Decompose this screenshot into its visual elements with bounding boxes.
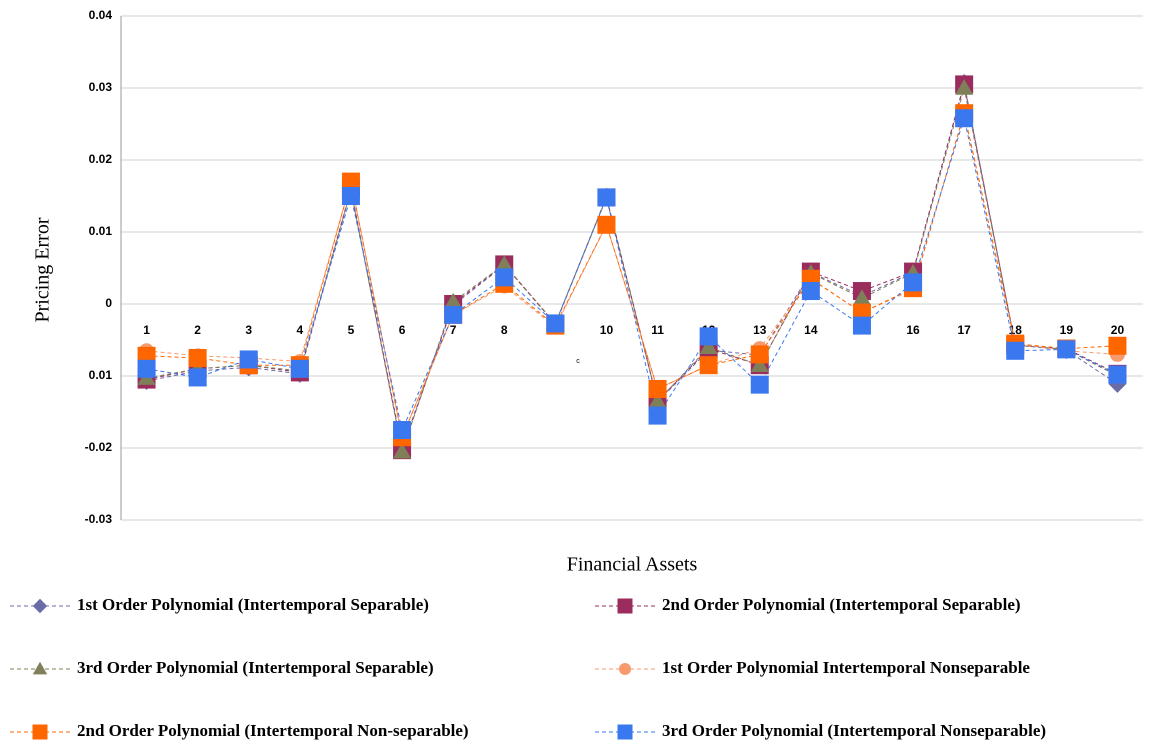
marker: [393, 421, 412, 439]
marker: [239, 350, 258, 369]
marker: [617, 598, 633, 614]
marker: [1006, 341, 1025, 360]
marker: [597, 215, 616, 234]
marker: [617, 724, 633, 740]
legend-label: 2nd Order Polynomial (Intertemporal Non-…: [77, 721, 469, 740]
y-tick-label: 0.03: [89, 80, 113, 94]
x-tick-label: 7: [450, 323, 457, 337]
marker: [341, 187, 360, 205]
marker: [750, 356, 769, 372]
marker: [699, 338, 718, 354]
marker: [648, 379, 667, 398]
y-tick-label: 0.04: [89, 8, 113, 22]
marker: [852, 316, 871, 335]
legend-label: 3rd Order Polynomial (Intertemporal Nons…: [662, 721, 1046, 740]
series-line: [146, 87, 1118, 454]
x-tick-label: 19: [1060, 323, 1074, 337]
marker: [750, 345, 769, 364]
x-tick-label: 11: [651, 323, 664, 337]
marker: [444, 292, 463, 309]
y-tick-label: -0.02: [85, 440, 113, 454]
legend-label: 1st Order Polynomial Intertemporal Nonse…: [662, 658, 1030, 677]
x-tick-label: 20: [1111, 323, 1125, 337]
x-tick-label: 8: [501, 323, 508, 337]
marker: [444, 305, 463, 324]
series-line: [146, 116, 1118, 432]
marker: [852, 289, 871, 305]
marker: [32, 598, 48, 614]
y-axis-title: Pricing Error: [32, 217, 54, 322]
marker: [955, 109, 974, 128]
marker: [699, 356, 718, 375]
y-tick-label: 0.02: [89, 152, 113, 166]
series-line: [146, 82, 1118, 450]
marker: [904, 273, 923, 292]
marker: [619, 663, 631, 675]
marker: [290, 359, 309, 378]
marker: [188, 349, 207, 367]
y-tick-label: 0.01: [89, 224, 113, 238]
x-tick-label: 5: [348, 323, 355, 337]
marker: [32, 724, 48, 740]
x-tick-label: 4: [297, 323, 304, 337]
marker: [955, 79, 974, 95]
x-tick-label: 2: [194, 323, 201, 337]
marker: [597, 188, 616, 207]
marker: [648, 392, 667, 408]
series-line: [146, 113, 1118, 439]
series-line: [146, 84, 1118, 453]
x-tick-label: 16: [906, 323, 920, 337]
x-tick-label: 13: [753, 323, 767, 337]
x-tick-label: 17: [957, 323, 971, 337]
marker: [699, 327, 718, 346]
marker: [137, 359, 156, 378]
legend-label: 1st Order Polynomial (Intertemporal Sepa…: [77, 595, 429, 614]
y-tick-label: 0.01: [89, 368, 113, 382]
marker: [750, 375, 769, 394]
marker: [495, 268, 514, 287]
y-tick-label: 0: [105, 296, 112, 310]
x-tick-label: 1: [143, 323, 150, 337]
legend-label: 2nd Order Polynomial (Intertemporal Sepa…: [662, 595, 1021, 614]
marker: [648, 406, 667, 425]
marker: [1108, 336, 1127, 355]
marker: [495, 255, 514, 272]
x-tick-label: 14: [804, 323, 818, 337]
marker: [1057, 340, 1076, 359]
x-axis-title: Financial Assets: [567, 554, 698, 576]
marker: [341, 172, 360, 191]
y-tick-label: -0.03: [85, 512, 113, 526]
x-tick-label: 3: [245, 323, 252, 337]
series-line: [146, 113, 1118, 439]
legend-label: 3rd Order Polynomial (Intertemporal Sepa…: [77, 658, 434, 677]
x-tick-label: 6: [399, 323, 406, 337]
marker: [393, 442, 412, 459]
annotation: c: [576, 358, 580, 365]
marker: [32, 661, 48, 675]
x-tick-label: 10: [600, 323, 614, 337]
marker: [188, 368, 207, 387]
marker: [1108, 365, 1127, 384]
marker: [801, 282, 820, 301]
marker: [546, 314, 565, 333]
